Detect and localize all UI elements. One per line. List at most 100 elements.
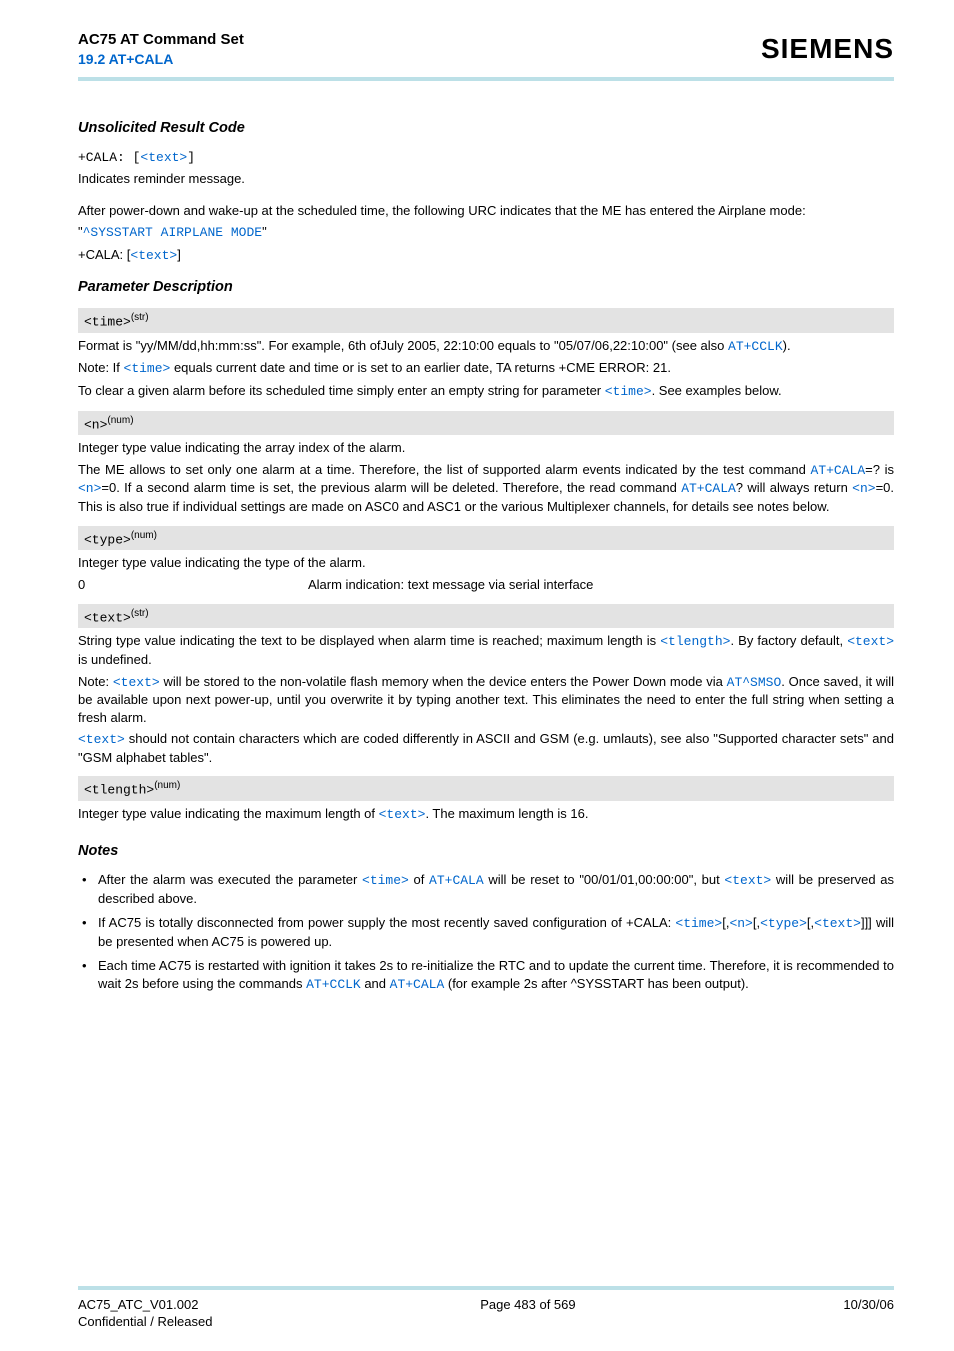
n3-link2[interactable]: AT+CALA bbox=[390, 977, 445, 992]
time-p1b: ). bbox=[783, 338, 791, 353]
quote-close: " bbox=[262, 224, 267, 239]
brand-logo: SIEMENS bbox=[761, 30, 894, 68]
time-link-2[interactable]: <time> bbox=[605, 384, 652, 399]
param-box-tlength: <tlength>(num) bbox=[78, 776, 894, 801]
n1a: After the alarm was executed the paramet… bbox=[98, 872, 362, 887]
param-box-type: <type>(num) bbox=[78, 526, 894, 551]
text-p2a: Note: bbox=[78, 674, 113, 689]
type-p1: Integer type value indicating the type o… bbox=[78, 554, 894, 572]
param-sup-n: (num) bbox=[107, 415, 133, 426]
param-name-tlength: <tlength> bbox=[84, 783, 154, 798]
atcclk-link[interactable]: AT+CCLK bbox=[728, 339, 783, 354]
n2c: [, bbox=[753, 915, 760, 930]
n2-link2[interactable]: <n> bbox=[729, 916, 752, 931]
param-name-text: <text> bbox=[84, 610, 131, 625]
n1c: will be reset to "00/01/01,00:00:00", bu… bbox=[484, 872, 725, 887]
note-item-3: Each time AC75 is restarted with ignitio… bbox=[78, 957, 894, 993]
param-sup-tlength: (num) bbox=[154, 780, 180, 791]
cala-prefix: +CALA: [ bbox=[78, 247, 130, 262]
text-p1b: . By factory default, bbox=[730, 633, 847, 648]
header-rule bbox=[78, 77, 894, 81]
param-box-text: <text>(str) bbox=[78, 604, 894, 629]
n-p2: The ME allows to set only one alarm at a… bbox=[78, 461, 894, 516]
tlength-p1a: Integer type value indicating the maximu… bbox=[78, 806, 379, 821]
n-p2a: The ME allows to set only one alarm at a… bbox=[78, 462, 811, 477]
param-box-time: <time>(str) bbox=[78, 308, 894, 333]
type-kv-key: 0 bbox=[78, 576, 308, 594]
atcala-link-2[interactable]: AT+CALA bbox=[681, 481, 736, 496]
urc-prefix: +CALA: [ bbox=[78, 150, 140, 165]
time-p3b: . See examples below. bbox=[652, 383, 782, 398]
time-link-1[interactable]: <time> bbox=[124, 361, 171, 376]
atcala-link-1[interactable]: AT+CALA bbox=[811, 463, 866, 478]
text-p2b: will be stored to the non-volatile flash… bbox=[160, 674, 727, 689]
header-left: AC75 AT Command Set 19.2 AT+CALA bbox=[78, 30, 244, 69]
cala-text-link[interactable]: <text> bbox=[130, 248, 177, 263]
text-p3: <text> should not contain characters whi… bbox=[78, 730, 894, 766]
type-kv-val: Alarm indication: text message via seria… bbox=[308, 576, 894, 594]
n1-link1[interactable]: <time> bbox=[362, 873, 409, 888]
n3-link1[interactable]: AT+CCLK bbox=[306, 977, 361, 992]
param-name-time: <time> bbox=[84, 314, 131, 329]
param-name-type: <type> bbox=[84, 532, 131, 547]
footer-left-1: AC75_ATC_V01.002 bbox=[78, 1296, 212, 1314]
footer-left: AC75_ATC_V01.002 Confidential / Released bbox=[78, 1296, 212, 1331]
param-name-n: <n> bbox=[84, 417, 107, 432]
n-p1: Integer type value indicating the array … bbox=[78, 439, 894, 457]
time-p2: Note: If <time> equals current date and … bbox=[78, 359, 894, 378]
n1-link3[interactable]: <text> bbox=[724, 873, 771, 888]
n3c: (for example 2s after ^SYSSTART has been… bbox=[444, 976, 749, 991]
n-p2c: =0. If a second alarm time is set, the p… bbox=[101, 480, 681, 495]
text-p2: Note: <text> will be stored to the non-v… bbox=[78, 673, 894, 727]
urc-text-link[interactable]: <text> bbox=[140, 150, 187, 165]
n1-link2[interactable]: AT+CALA bbox=[429, 873, 484, 888]
page-footer: AC75_ATC_V01.002 Confidential / Released… bbox=[78, 1286, 894, 1331]
type-kv-row: 0 Alarm indication: text message via ser… bbox=[78, 576, 894, 594]
time-p2b: equals current date and time or is set t… bbox=[170, 360, 671, 375]
header-section-link[interactable]: 19.2 AT+CALA bbox=[78, 51, 173, 67]
param-sup-type: (num) bbox=[131, 530, 157, 541]
cala-suffix: ] bbox=[177, 247, 181, 262]
section-title-notes: Notes bbox=[78, 842, 894, 862]
footer-right: 10/30/06 bbox=[843, 1296, 894, 1331]
text-link-2[interactable]: <text> bbox=[113, 675, 160, 690]
param-sup-time: (str) bbox=[131, 312, 149, 323]
text-p1a: String type value indicating the text to… bbox=[78, 633, 660, 648]
doc-title: AC75 AT Command Set bbox=[78, 30, 244, 50]
time-p1a: Format is "yy/MM/dd,hh:mm:ss". For examp… bbox=[78, 338, 728, 353]
time-p3a: To clear a given alarm before its schedu… bbox=[78, 383, 605, 398]
urc-cala-line: +CALA: [<text>] bbox=[78, 246, 894, 265]
section-title-urc: Unsolicited Result Code bbox=[78, 119, 894, 139]
text-link-4[interactable]: <text> bbox=[379, 807, 426, 822]
n2-link3[interactable]: <type> bbox=[760, 916, 807, 931]
text-link-1[interactable]: <text> bbox=[847, 634, 894, 649]
page: AC75 AT Command Set 19.2 AT+CALA SIEMENS… bbox=[0, 0, 954, 1351]
text-link-3[interactable]: <text> bbox=[78, 732, 125, 747]
n2a: If AC75 is totally disconnected from pow… bbox=[98, 915, 675, 930]
time-p3: To clear a given alarm before its schedu… bbox=[78, 382, 894, 401]
note-item-1: After the alarm was executed the paramet… bbox=[78, 871, 894, 907]
n1b: of bbox=[409, 872, 429, 887]
footer-center: Page 483 of 569 bbox=[480, 1296, 575, 1331]
atsmso-link[interactable]: AT^SMSO bbox=[727, 675, 782, 690]
n-link-1[interactable]: <n> bbox=[78, 481, 101, 496]
n2-link1[interactable]: <time> bbox=[675, 916, 722, 931]
section-title-params: Parameter Description bbox=[78, 278, 894, 298]
note-item-2: If AC75 is totally disconnected from pow… bbox=[78, 914, 894, 950]
tlength-link-1[interactable]: <tlength> bbox=[660, 634, 730, 649]
urc-after-para: After power-down and wake-up at the sche… bbox=[78, 202, 894, 220]
tlength-p1b: . The maximum length is 16. bbox=[425, 806, 588, 821]
n2-link4[interactable]: <text> bbox=[814, 916, 861, 931]
footer-left-2: Confidential / Released bbox=[78, 1313, 212, 1331]
urc-indicates: Indicates reminder message. bbox=[78, 170, 894, 188]
urc-syntax: +CALA: [<text>] bbox=[78, 149, 894, 167]
tlength-p1: Integer type value indicating the maximu… bbox=[78, 805, 894, 824]
text-p3a: should not contain characters which are … bbox=[78, 731, 894, 765]
param-box-n: <n>(num) bbox=[78, 411, 894, 436]
n-p2d: ? will always return bbox=[736, 480, 852, 495]
urc-sys-line: "^SYSSTART AIRPLANE MODE" bbox=[78, 223, 894, 242]
sysstart-link[interactable]: ^SYSSTART AIRPLANE MODE bbox=[83, 225, 262, 240]
n-link-2[interactable]: <n> bbox=[852, 481, 875, 496]
page-header: AC75 AT Command Set 19.2 AT+CALA SIEMENS bbox=[78, 30, 894, 69]
text-p1: String type value indicating the text to… bbox=[78, 632, 894, 668]
